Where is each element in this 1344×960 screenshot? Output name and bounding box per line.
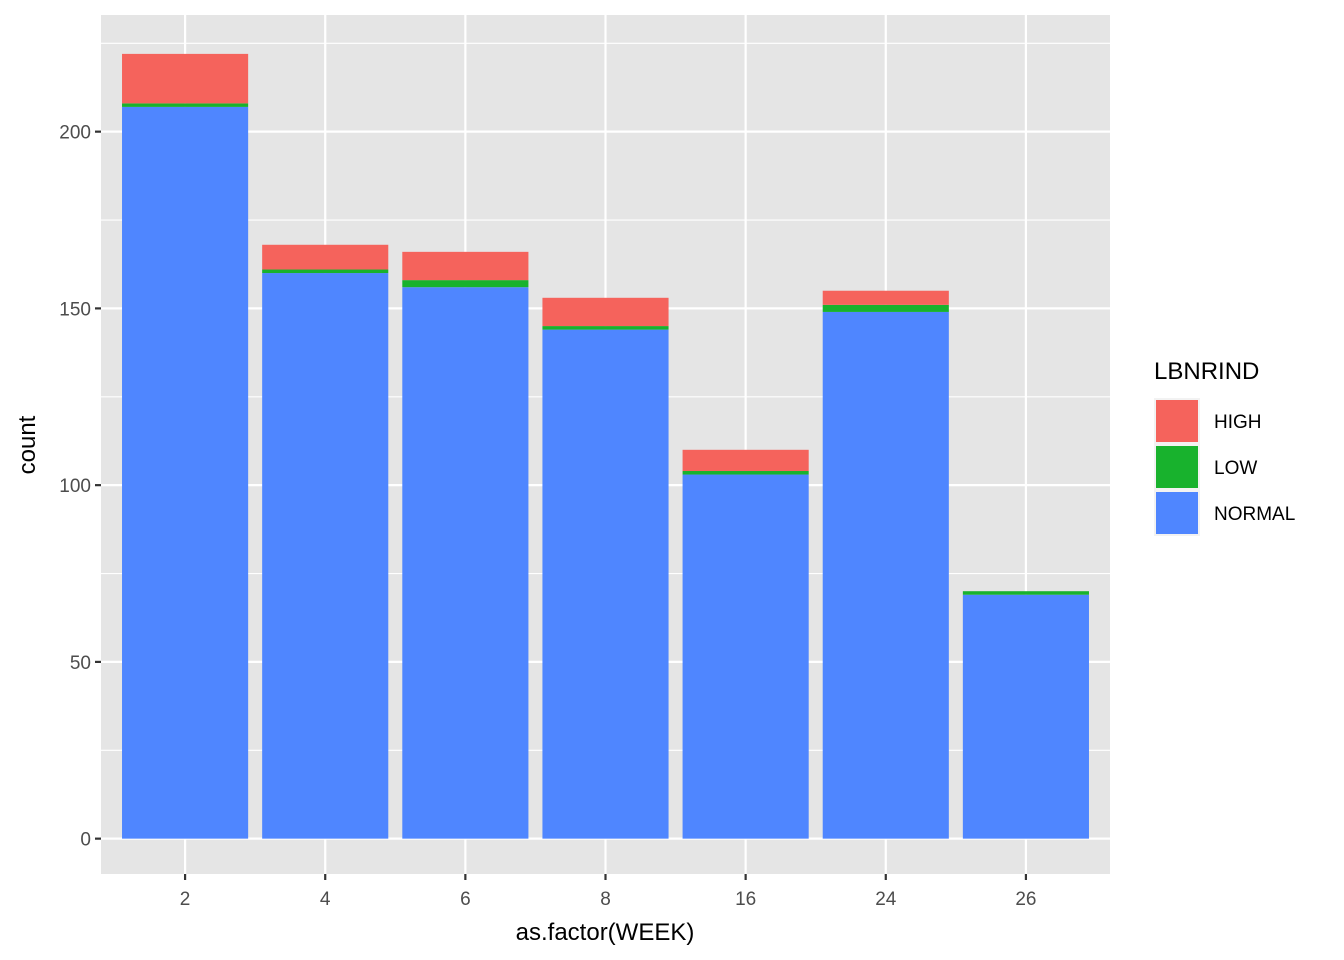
bars <box>122 53 1089 839</box>
y-tick-label: 200 <box>59 123 91 144</box>
bar-high-week-6 <box>402 251 529 281</box>
bar-low-week-24 <box>822 304 949 312</box>
legend: LBNRIND HIGH LOW NORMAL <box>1154 358 1295 536</box>
bar-low-week-4 <box>262 269 389 274</box>
x-tick-label: 16 <box>735 889 756 910</box>
bar-high-week-4 <box>262 244 389 270</box>
legend-swatch-low <box>1156 446 1198 488</box>
x-tick-label: 8 <box>600 889 611 910</box>
y-tick-label: 50 <box>70 653 91 674</box>
y-tick-label: 150 <box>59 299 91 320</box>
bar-low-week-2 <box>122 103 249 107</box>
bar-normal-week-8 <box>542 329 669 839</box>
legend-label-normal: NORMAL <box>1214 504 1295 525</box>
bar-high-week-16 <box>682 449 809 472</box>
bar-normal-week-16 <box>682 474 809 839</box>
x-tick-label: 2 <box>180 889 191 910</box>
y-axis: 0 50 100 150 200 <box>59 123 101 851</box>
bar-high-week-2 <box>122 53 249 104</box>
bar-normal-week-26 <box>962 594 1089 839</box>
y-tick-label: 0 <box>80 830 91 851</box>
bar-normal-week-6 <box>402 287 529 839</box>
legend-label-high: HIGH <box>1214 412 1262 433</box>
legend-label-low: LOW <box>1214 458 1257 479</box>
y-axis-title: count <box>14 415 41 474</box>
legend-items: HIGH LOW NORMAL <box>1154 398 1295 536</box>
bar-low-week-6 <box>402 280 529 288</box>
legend-title: LBNRIND <box>1154 358 1259 385</box>
x-tick-label: 24 <box>875 889 897 910</box>
x-tick-label: 4 <box>320 889 331 910</box>
bar-low-week-8 <box>542 326 669 330</box>
x-axis: 2 4 6 8 16 24 26 <box>180 874 1036 910</box>
bar-normal-week-4 <box>262 273 389 839</box>
bar-high-week-8 <box>542 297 669 327</box>
bar-normal-week-24 <box>822 311 949 839</box>
x-tick-label: 6 <box>460 889 471 910</box>
legend-swatch-high <box>1156 400 1198 442</box>
bar-low-week-26 <box>962 591 1089 595</box>
bar-low-week-16 <box>682 471 809 475</box>
x-tick-label: 26 <box>1015 889 1036 910</box>
y-tick-label: 100 <box>59 476 91 497</box>
bar-high-week-24 <box>822 290 949 305</box>
legend-swatch-normal <box>1156 492 1198 534</box>
x-axis-title: as.factor(WEEK) <box>516 919 695 946</box>
bar-normal-week-2 <box>122 106 249 839</box>
